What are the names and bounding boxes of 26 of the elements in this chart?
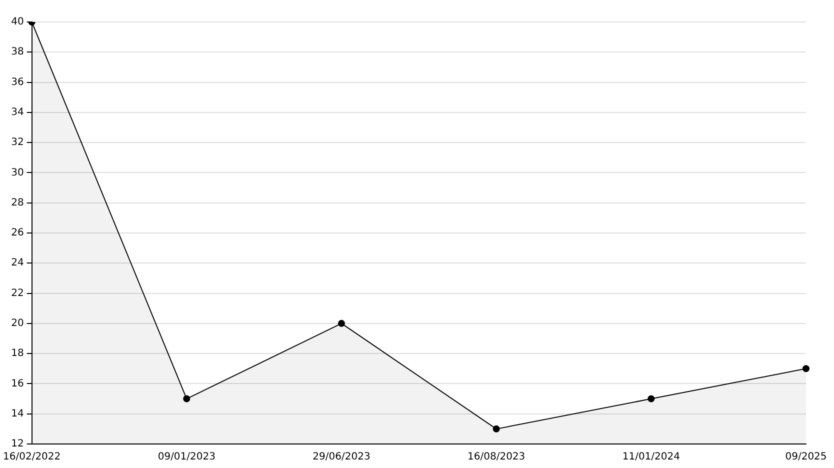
x-tick-label: 16/02/2022 [3, 452, 61, 463]
point [183, 395, 190, 402]
y-tick-label: 16 [11, 378, 24, 390]
point [492, 425, 500, 432]
point [338, 320, 345, 327]
y-tick-label: 36 [11, 76, 24, 88]
y-tick-label: 26 [11, 228, 24, 239]
y-tick-label: 40 [11, 16, 24, 28]
y-tick-label: 28 [11, 197, 24, 208]
y-tick-label: 12 [11, 438, 24, 450]
x-tick-label: 16/08/2023 [468, 452, 526, 463]
y-tick-label: 14 [11, 408, 24, 420]
point [648, 395, 655, 402]
y-tick-label: 34 [11, 107, 24, 118]
point [802, 365, 810, 372]
y-tick-label: 32 [11, 137, 24, 148]
x-tick-label: 29/06/2023 [312, 452, 370, 463]
y-tick-label: 18 [11, 348, 24, 360]
x-tick-label: 11/01/2024 [622, 452, 680, 463]
y-tick-label: 20 [11, 318, 24, 330]
y-tick-label: 24 [11, 258, 24, 269]
x-tick-label: 09/01/2023 [158, 452, 216, 463]
y-tick-label: 30 [11, 167, 24, 178]
x-tick-label: 09/2025 [785, 452, 827, 463]
y-tick-label: 38 [11, 46, 24, 58]
y-tick-label: 22 [11, 288, 24, 299]
